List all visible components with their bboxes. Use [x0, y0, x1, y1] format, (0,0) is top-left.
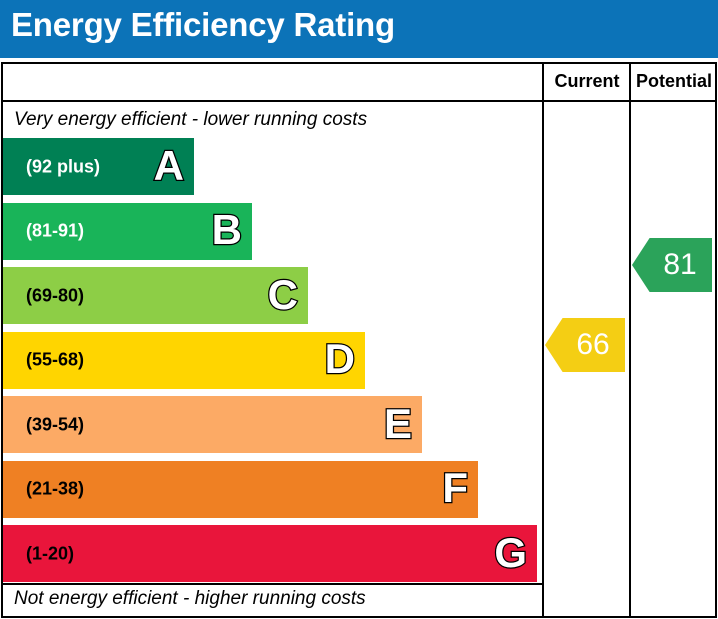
band-range-label: (69-80): [26, 285, 85, 305]
rating-band-d: (55-68) D: [3, 331, 365, 389]
band-range-label: (55-68): [26, 349, 85, 370]
band-range-label: (81-91): [26, 220, 85, 241]
rating-band-b: (81-91) B: [3, 202, 252, 260]
rating-band-e: (39-54) E: [3, 396, 422, 453]
band-letter-a: A: [152, 141, 185, 189]
band-range-label: (39-54): [26, 414, 85, 434]
potential-rating-value: 81: [663, 248, 697, 281]
band-range-label: (1-20): [26, 543, 75, 563]
page-title: Energy Efficiency Rating: [11, 6, 395, 43]
rating-band-c: (69-80) C: [3, 267, 308, 324]
column-header-potential: Potential: [635, 71, 712, 91]
caption-not-efficient: Not energy efficient - higher running co…: [14, 588, 366, 609]
column-header-current: Current: [554, 71, 620, 91]
title-bar: Energy Efficiency Rating: [0, 0, 718, 58]
potential-column-divider: [629, 62, 631, 618]
caption-very-efficient: Very energy efficient - lower running co…: [14, 109, 368, 130]
current-column-divider: [542, 62, 544, 618]
band-letter-e: E: [383, 399, 414, 447]
rating-band-f: (21-38) F: [3, 460, 478, 518]
header-row-divider: [1, 100, 717, 102]
footer-row-divider: [1, 583, 542, 585]
potential-rating-marker: 81: [632, 238, 712, 292]
band-letter-c: C: [266, 270, 299, 318]
band-letter-d: D: [323, 335, 356, 383]
rating-band-g: (1-20) G: [3, 525, 537, 582]
band-range-label: (21-38): [26, 478, 85, 499]
current-rating-value: 66: [576, 328, 610, 361]
rating-band-a: (92 plus) A: [3, 138, 194, 195]
band-range-label: (92 plus): [26, 156, 101, 176]
band-letter-b: B: [210, 206, 243, 254]
band-letter-f: F: [441, 464, 469, 512]
current-rating-marker: 66: [545, 318, 625, 372]
band-letter-g: G: [493, 528, 528, 576]
